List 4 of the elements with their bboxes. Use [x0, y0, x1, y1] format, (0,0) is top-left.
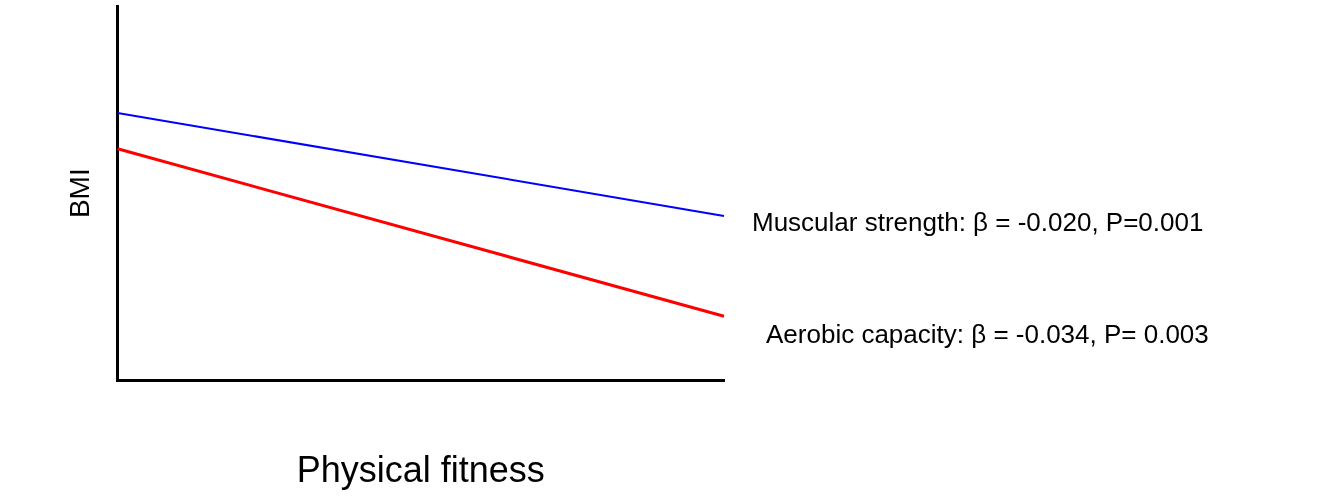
- x-axis-title: Physical fitness: [296, 449, 545, 491]
- series-label: Aerobic capacity: β = -0.034, P= 0.003: [766, 319, 1209, 350]
- series-label: Muscular strength: β = -0.020, P=0.001: [752, 207, 1204, 238]
- y-axis-title: BMI: [63, 168, 95, 219]
